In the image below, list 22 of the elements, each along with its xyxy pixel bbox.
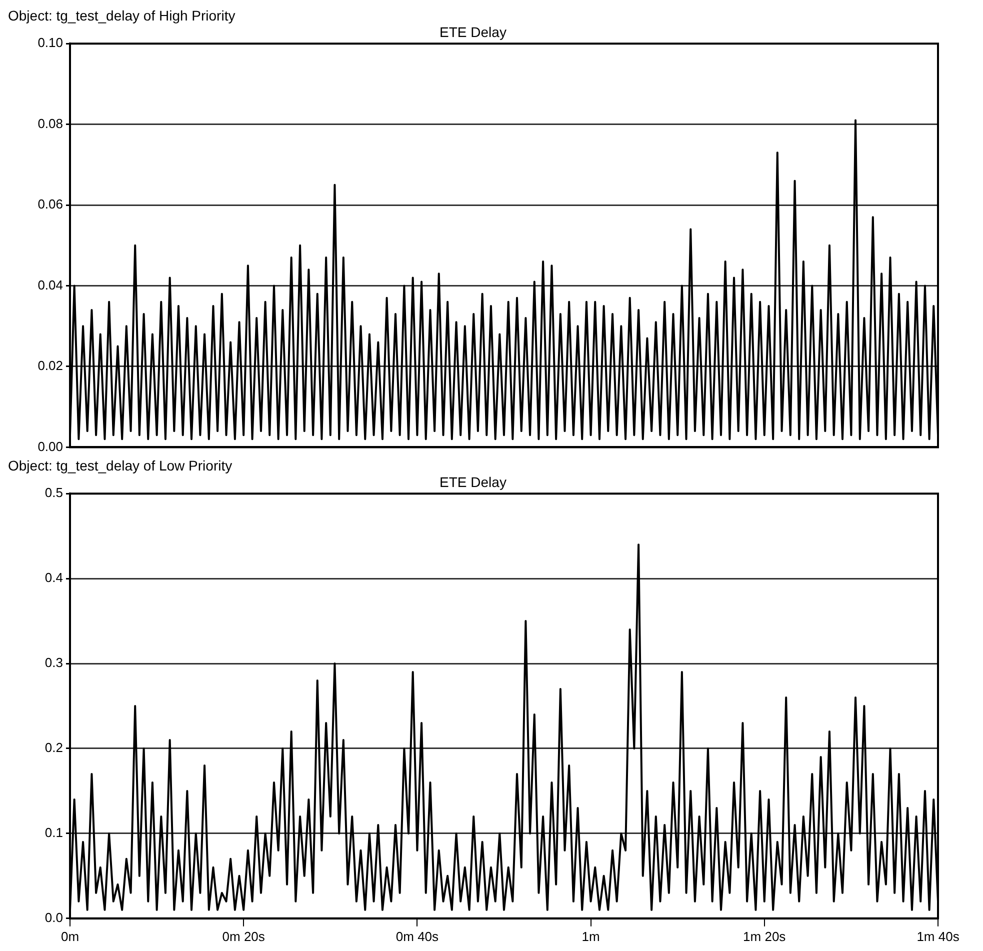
y-tick-label: 0.00 [38,438,63,454]
x-tick-label: 0m [60,928,80,944]
y-tick-label: 0.08 [38,116,63,131]
x-tick-label: 1m 20s [743,928,786,944]
y-tick-label: 0.06 [38,196,63,212]
y-tick-label: 0.1 [44,825,63,840]
y-tick-label: 0.10 [38,35,63,50]
x-tick-label: 1m 40s [916,928,960,944]
chart-subtitle: ETE Delay [440,24,506,40]
x-tick-label: 1m [582,928,600,944]
y-tick-label: 0.04 [38,277,63,292]
x-tick-label: 0m 20s [222,928,266,944]
y-tick-label: 0.02 [38,358,63,374]
chart-subtitle: ETE Delay [440,474,506,490]
y-tick-label: 0.2 [44,740,63,756]
y-tick-label: 0.5 [44,485,63,500]
y-tick-label: 0.0 [44,910,63,925]
y-tick-label: 0.4 [44,570,63,586]
x-tick-label: 0m 40s [396,928,440,944]
chart-title: Object: tg_test_delay of Low Priority [8,457,232,474]
chart-title: Object: tg_test_delay of High Priority [8,7,236,24]
y-tick-label: 0.3 [44,655,63,670]
